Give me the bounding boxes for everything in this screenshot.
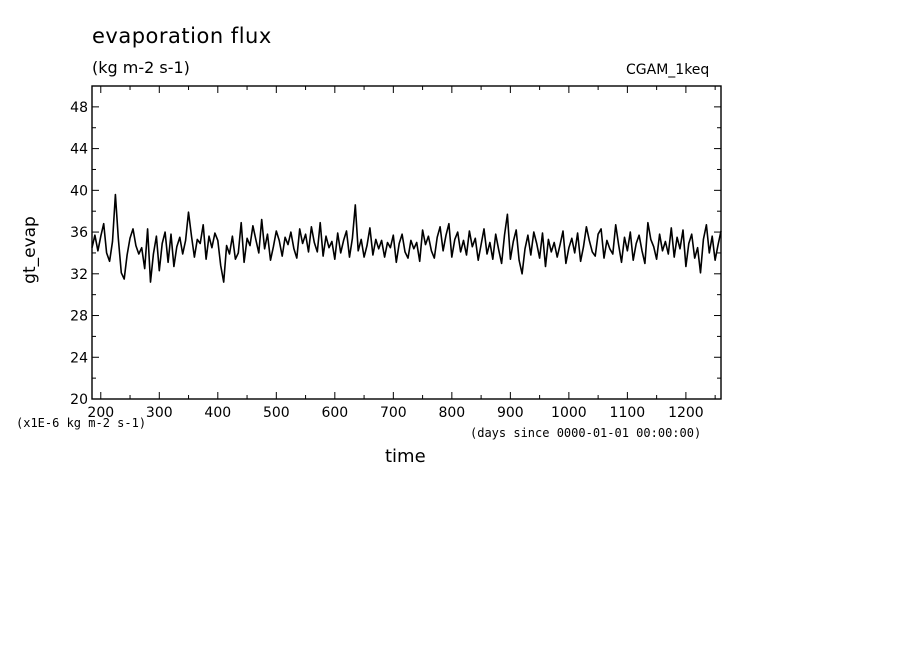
y-tick-label: 20 <box>70 392 88 408</box>
x-tick-label: 300 <box>146 405 173 421</box>
x-tick-label: 200 <box>87 405 114 421</box>
y-axis-label: gt_evap <box>20 216 40 284</box>
x-tick-label: 600 <box>321 405 348 421</box>
y-tick-label: 36 <box>70 225 88 241</box>
y-tick-label: 24 <box>70 350 88 366</box>
chart-title: evaporation flux <box>92 24 272 48</box>
y-tick-label: 44 <box>70 142 88 158</box>
x-axis-label: time <box>385 446 426 467</box>
x-tick-label: 800 <box>438 405 465 421</box>
x-tick-label: 1200 <box>668 405 704 421</box>
y-tick-label: 40 <box>70 183 88 199</box>
y-tick-label: 28 <box>70 309 88 325</box>
chart-units: (kg m-2 s-1) <box>92 58 190 77</box>
x-tick-label: 500 <box>263 405 290 421</box>
y-tick-label: 32 <box>70 267 88 283</box>
experiment-label: CGAM_1keq <box>626 62 710 78</box>
x-tick-label: 400 <box>204 405 231 421</box>
x-tick-label: 700 <box>380 405 407 421</box>
x-tick-label: 1000 <box>551 405 587 421</box>
x-tick-label: 900 <box>497 405 524 421</box>
x-units-note: (days since 0000-01-01 00:00:00) <box>470 426 702 440</box>
plot-frame <box>91 85 722 400</box>
series-line-gt-evap <box>91 193 722 283</box>
axis-ticks <box>92 85 721 400</box>
x-tick-label: 1100 <box>610 405 646 421</box>
axis-tick-labels: 20 24 28 32 36 40 44 48 200 300 400 500 600 700 800 900… <box>70 100 704 421</box>
y-scale-note: (x1E-6 kg m-2 s-1) <box>16 416 147 430</box>
y-tick-label: 48 <box>70 100 88 116</box>
